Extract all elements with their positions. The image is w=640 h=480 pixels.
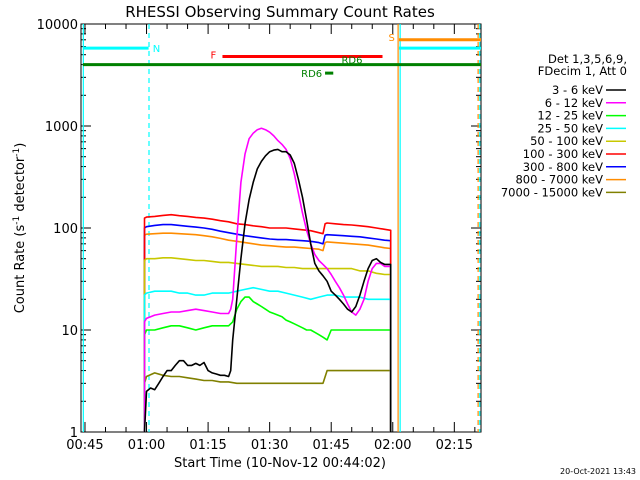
y-axis-label-main: Count Rate (s: [13, 225, 28, 314]
y-axis-label-sup2: -1: [12, 148, 22, 157]
y-tick-label: 1: [70, 426, 78, 441]
legend-entry-label: 100 - 300 keV: [523, 147, 603, 161]
series-line-6: [143, 223, 392, 432]
y-axis-label: Count Rate (s-1 detector-1): [12, 143, 28, 314]
flag-label-n: N: [153, 44, 160, 55]
flag-label-f: F: [211, 51, 217, 62]
chart-title: RHESSI Observing Summary Count Rates: [125, 3, 435, 21]
series-line-7: [143, 232, 392, 432]
y-tick-label: 10: [61, 324, 78, 339]
legend-entry-label: 6 - 12 keV: [545, 96, 603, 110]
legend: Det 1,3,5,6,9,FDecim 1, Att 0 3 - 6 keV6 …: [501, 52, 627, 199]
legend-entry-label: 7000 - 15000 keV: [501, 185, 603, 199]
vertical-markers: [82, 24, 481, 432]
legend-entry-label: 3 - 6 keV: [552, 83, 603, 97]
legend-entry-label: 12 - 25 keV: [537, 109, 603, 123]
x-tick-label: 02:00: [374, 438, 411, 453]
series-line-2: [143, 296, 392, 432]
y-tick-label: 10000: [37, 18, 78, 33]
x-tick-label: 01:15: [189, 438, 226, 453]
y-tick-label: 1000: [45, 120, 78, 135]
footer-timestamp: 20-Oct-2021 13:43: [560, 467, 636, 476]
y-axis-label-end: ): [13, 143, 28, 148]
flag-label-s: S: [388, 33, 394, 44]
series-line-1: [143, 127, 392, 432]
series-group: [143, 127, 392, 433]
x-axis: 00:45 01:00 01:15 01:30 01:45 02:00 02:15: [66, 24, 476, 453]
series-line-3: [143, 286, 392, 432]
y-axis: 1 10 100 1000 10000: [37, 18, 481, 441]
x-tick-label: 01:45: [312, 438, 349, 453]
legend-entry-label: 25 - 50 keV: [537, 121, 603, 135]
legend-entry-label: 300 - 800 keV: [523, 160, 603, 174]
legend-header-line: Det 1,3,5,6,9,: [548, 52, 627, 66]
series-line-5: [143, 213, 392, 432]
x-tick-label: 02:15: [436, 438, 473, 453]
series-line-0: [143, 148, 392, 433]
y-axis-label-mid: detector: [13, 156, 28, 216]
series-line-4: [143, 256, 392, 432]
x-tick-label: 00:45: [66, 438, 103, 453]
legend-entry-label: 800 - 7000 keV: [515, 173, 603, 187]
legend-header-line: FDecim 1, Att 0: [538, 64, 627, 78]
legend-entry-label: 50 - 100 keV: [530, 134, 603, 148]
x-axis-label: Start Time (10-Nov-12 00:44:02): [174, 456, 386, 471]
y-axis-label-sup1: -1: [12, 216, 22, 225]
x-tick-label: 01:00: [128, 438, 165, 453]
y-tick-label: 100: [53, 222, 78, 237]
x-tick-label: 01:30: [251, 438, 288, 453]
flag-label-rd: RD6: [341, 56, 362, 67]
flag-bars: N F RD6 S RD6: [82, 33, 481, 80]
flag-label-rd6: RD6: [301, 69, 322, 80]
series-line-8: [143, 369, 392, 432]
